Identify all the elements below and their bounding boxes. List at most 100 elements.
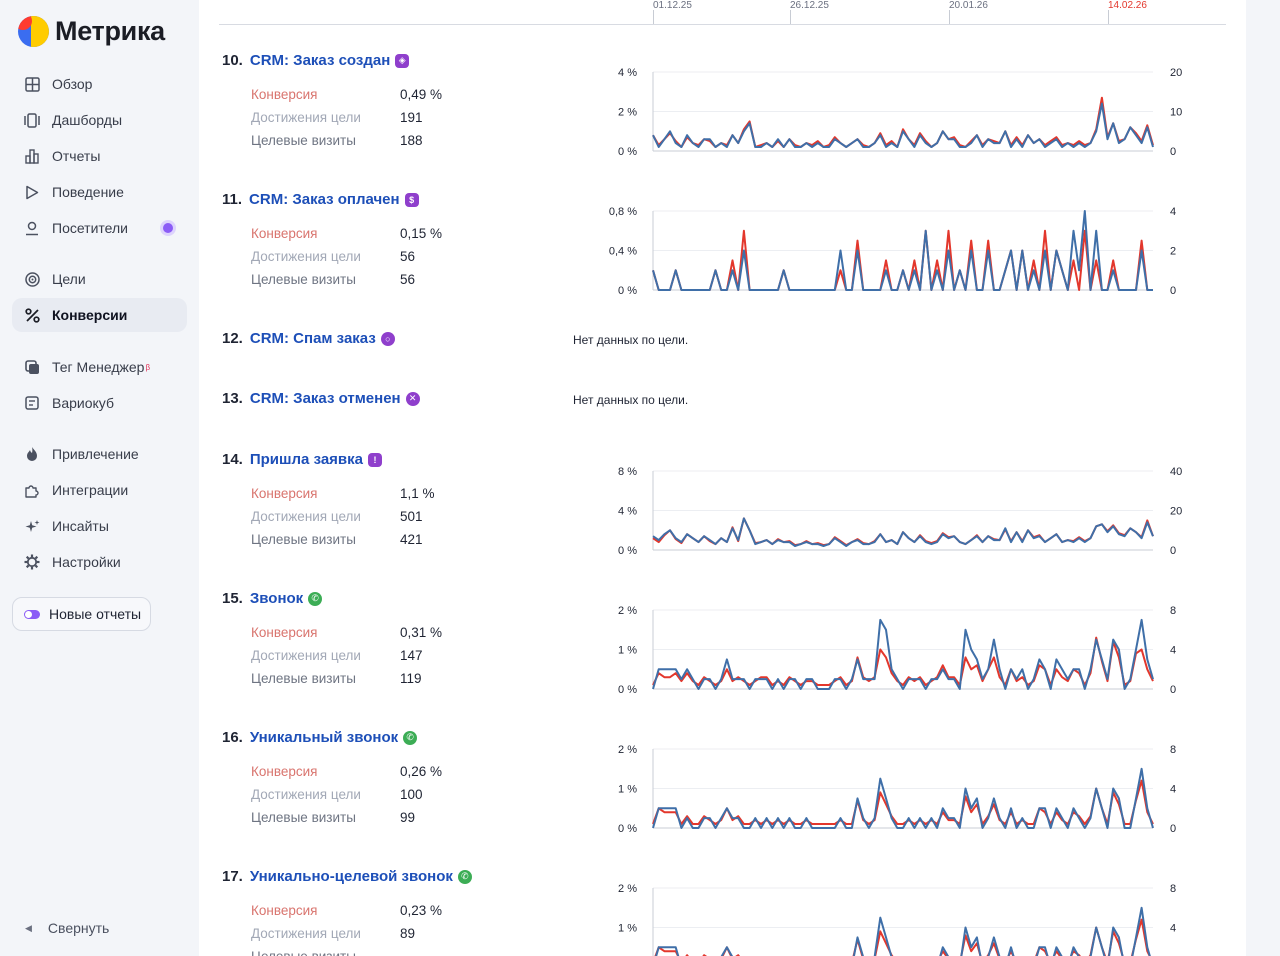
sidebar-item-integrations[interactable]: Интеграции <box>12 473 187 507</box>
left-tick-label: 0 % <box>618 823 637 835</box>
metric-label: Целевые визиты <box>251 671 356 686</box>
sidebar-item-dashboards[interactable]: Дашборды <box>12 103 187 137</box>
sidebar-item-label: Дашборды <box>52 112 122 128</box>
sidebar: Метрика Обзор Дашборды Отчеты Поведение … <box>0 0 199 956</box>
visits-row: Целевые визиты 188 <box>251 133 451 156</box>
collapse-sidebar-button[interactable]: ◀ Свернуть <box>25 920 109 936</box>
left-tick-label: 2 % <box>618 605 637 617</box>
goal-name-link[interactable]: CRM: Заказ оплачен <box>249 191 400 208</box>
beta-badge: β <box>145 362 151 372</box>
goal-sparkline-chart[interactable]: 2 %1 %0 %840 <box>589 590 1189 696</box>
metric-value: 0,49 % <box>400 87 443 102</box>
sidebar-item-label: Отчеты <box>52 148 101 164</box>
new-reports-label: Новые отчеты <box>49 606 142 622</box>
goal-sparkline-chart[interactable]: 8 % 4 % 0 % 40 20 0 <box>589 451 1189 557</box>
metric-value: 56 <box>400 272 416 287</box>
metric-label: Целевые визиты <box>251 532 356 547</box>
goal-name-link[interactable]: CRM: Заказ отменен <box>249 390 401 407</box>
metric-label: Достижения цели <box>251 110 361 125</box>
right-tick-label: 0 <box>1170 285 1176 297</box>
sidebar-item-label: Инсайты <box>52 518 109 534</box>
sidebar-item-behavior[interactable]: Поведение <box>12 175 187 209</box>
sidebar-item-reports[interactable]: Отчеты <box>12 139 187 173</box>
goal-metrics: Конверсия 0,26 % Достижения цели 100 Целевые… <box>251 764 451 833</box>
notification-dot <box>163 223 173 233</box>
goal-sparkline-chart[interactable]: 2 %1 %0 %840 <box>589 868 1189 956</box>
right-tick-label: 2 <box>1170 246 1176 258</box>
goal-number: 14. <box>222 451 243 468</box>
visits-row: Целевые визиты 56 <box>251 272 451 295</box>
goal-metrics: Конверсия 0,49 % Достижения цели 191 Целевые… <box>251 87 451 156</box>
metric-value: 147 <box>400 648 423 663</box>
crm-cube-icon: ◈ <box>395 53 410 68</box>
goal-name-link[interactable]: Звонок <box>249 590 304 607</box>
achievements-row: Достижения цели 501 <box>251 509 451 532</box>
metric-label: Конверсия <box>251 625 318 640</box>
sidebar-item-variocube[interactable]: Вариокуб <box>12 386 187 420</box>
left-tick-label: 8 % <box>618 466 637 478</box>
left-tick-label: 0 % <box>618 545 637 557</box>
main-content: 01.12.25 26.12.25 20.01.26 14.02.26 10. C… <box>199 0 1246 956</box>
goal-name-link[interactable]: Уникальный звонок <box>249 729 399 746</box>
goal-sparkline-chart[interactable]: 4 % 2 % 0 % 20 10 0 <box>589 52 1189 158</box>
goal-title: 12. CRM: Спам заказ ○ <box>222 330 395 347</box>
right-tick-label: 4 <box>1170 923 1176 935</box>
sidebar-item-insights[interactable]: Инсайты <box>12 509 187 543</box>
sidebar-item-label: Конверсии <box>52 307 128 323</box>
metric-value: 501 <box>400 509 423 524</box>
achievements-row: Достижения цели 56 <box>251 249 451 272</box>
right-tick-label: 10 <box>1170 107 1182 119</box>
gear-icon <box>24 554 40 570</box>
visits-row: Целевые визиты <box>251 949 451 956</box>
goal-name-link[interactable]: Уникально-целевой звонок <box>249 868 453 885</box>
app-name: Метрика <box>55 16 165 46</box>
left-tick-label: 2 % <box>618 107 637 119</box>
goal-sparkline-chart[interactable]: 2 %1 %0 %840 <box>589 729 1189 835</box>
right-panel-edge <box>1246 0 1280 956</box>
variocube-icon <box>24 395 40 411</box>
sidebar-item-label: Настройки <box>52 554 121 570</box>
toggle-switch-icon <box>24 609 40 619</box>
sidebar-item-label: Привлечение <box>52 446 139 462</box>
goal-title: 11. CRM: Заказ оплачен $ <box>222 191 419 208</box>
play-icon <box>24 184 40 200</box>
goal-number: 15. <box>222 590 243 607</box>
crm-circle-icon: ○ <box>380 331 395 346</box>
right-tick-label: 8 <box>1170 605 1176 617</box>
goal-title: 17. Уникально-целевой звонок ✆ <box>222 868 472 885</box>
sidebar-item-visitors[interactable]: Посетители <box>12 211 187 245</box>
metric-label: Достижения цели <box>251 648 361 663</box>
metric-value: 421 <box>400 532 423 547</box>
goal-sparkline-chart[interactable]: 0,8 % 0,4 % 0 % 4 2 0 <box>589 191 1189 297</box>
goal-name-link[interactable]: CRM: Спам заказ <box>249 330 376 347</box>
sidebar-item-label: Поведение <box>52 184 124 200</box>
metric-value: 0,31 % <box>400 625 443 640</box>
goal-title: 15. Звонок ✆ <box>222 590 323 607</box>
right-tick-label: 4 <box>1170 645 1176 657</box>
sidebar-item-goals[interactable]: Цели <box>12 262 187 296</box>
sidebar-item-label: Вариокуб <box>52 395 114 411</box>
visits-row: Целевые визиты 421 <box>251 532 451 555</box>
sidebar-item-tag-manager[interactable]: Тег Менеджер β <box>12 350 187 384</box>
metric-label: Конверсия <box>251 764 318 779</box>
goal-name-link[interactable]: CRM: Заказ создан <box>249 52 391 69</box>
sidebar-item-conversions[interactable]: Конверсии <box>12 298 187 332</box>
goal-title: 16. Уникальный звонок ✆ <box>222 729 418 746</box>
goal-name-link[interactable]: Пришла заявка <box>249 451 363 468</box>
target-icon <box>24 271 40 287</box>
sidebar-item-acquisition[interactable]: Привлечение <box>12 437 187 471</box>
achievements-row: Достижения цели 191 <box>251 110 451 133</box>
left-tick-label: 4 % <box>618 506 637 518</box>
conversion-row: Конверсия 0,15 % <box>251 226 451 249</box>
metric-label: Конверсия <box>251 226 318 241</box>
dashboard-icon <box>24 112 40 128</box>
conversion-row: Конверсия 1,1 % <box>251 486 451 509</box>
chevron-left-icon: ◀ <box>25 922 32 933</box>
conversion-row: Конверсия 0,49 % <box>251 87 451 110</box>
sidebar-item-overview[interactable]: Обзор <box>12 67 187 101</box>
new-reports-toggle[interactable]: Новые отчеты <box>12 597 151 631</box>
sidebar-item-settings[interactable]: Настройки <box>12 545 187 579</box>
date-tick: 26.12.25 <box>790 0 829 24</box>
puzzle-icon <box>24 482 40 498</box>
metrika-logo[interactable]: Метрика <box>18 16 165 47</box>
